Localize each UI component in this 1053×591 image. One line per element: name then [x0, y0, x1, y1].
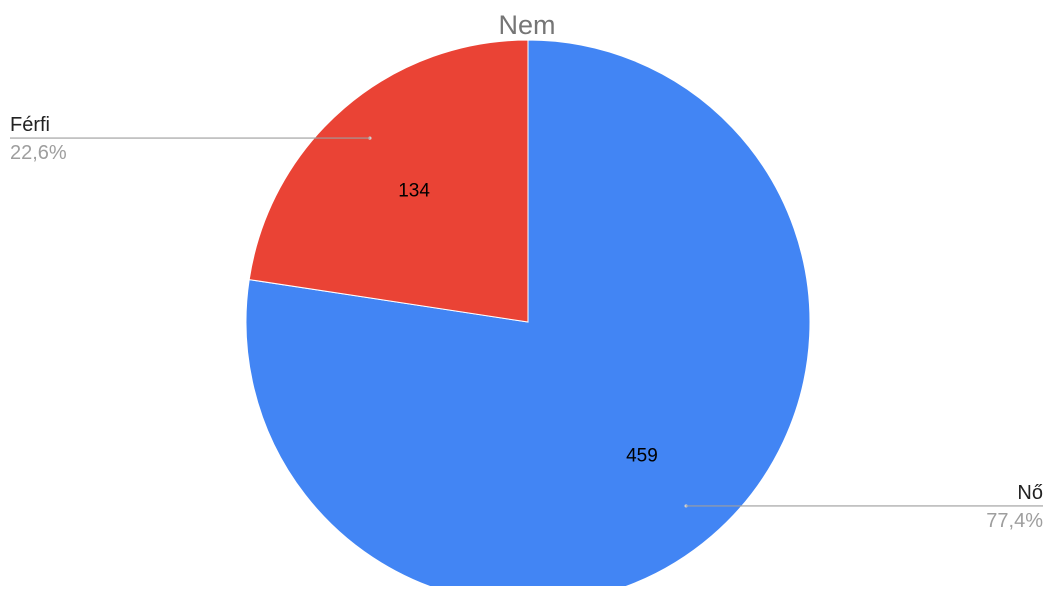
- chart-title: Nem: [498, 10, 555, 40]
- pie-slice-1: [248, 39, 529, 323]
- pie-slices: 459 134: [245, 39, 811, 591]
- slice-0-name-label: Nő: [1017, 482, 1043, 504]
- slice-1-value-label: 134: [398, 180, 430, 201]
- slice-callouts: Nő 77,4% Férfi 22,6%: [10, 114, 1043, 532]
- slice-1-percent-label: 22,6%: [10, 142, 67, 164]
- slice-1-name-label: Férfi: [10, 114, 50, 136]
- slice-0-value-label: 459: [626, 446, 658, 467]
- slice-0-percent-label: 77,4%: [986, 510, 1043, 532]
